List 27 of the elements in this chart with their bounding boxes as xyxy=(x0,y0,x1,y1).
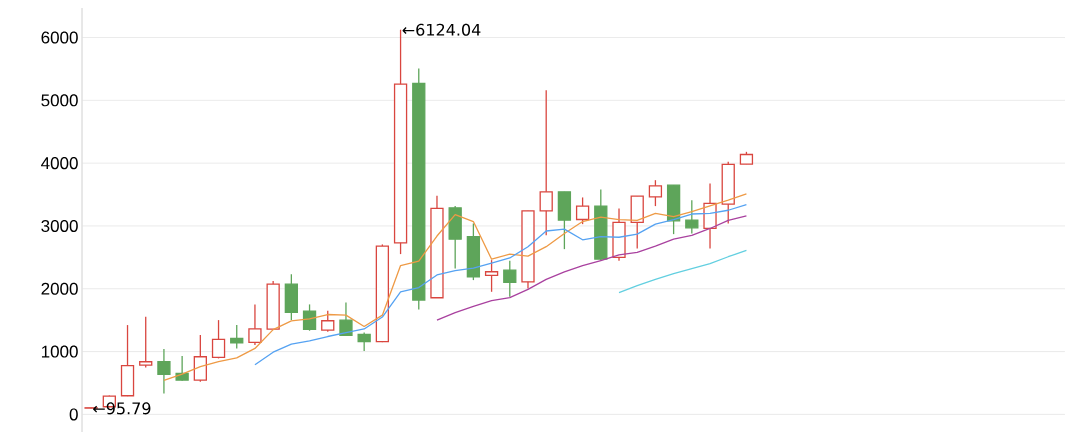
candlestick xyxy=(339,301,353,337)
y-tick-label: 4000 xyxy=(41,157,78,170)
candlestick xyxy=(575,196,590,225)
candlestick xyxy=(685,199,699,235)
candlestick xyxy=(484,259,499,293)
annotation: ←95.79 xyxy=(93,402,151,415)
y-tick-label: 6000 xyxy=(41,31,78,44)
line-series xyxy=(436,215,748,321)
candlestick xyxy=(302,303,317,332)
line-series xyxy=(254,203,748,366)
candlestick xyxy=(321,310,335,333)
candlestick xyxy=(157,348,171,395)
y-tick-label: 5000 xyxy=(41,94,78,107)
candlestick xyxy=(648,179,663,207)
candlestick xyxy=(503,260,517,298)
candlestick xyxy=(539,89,553,236)
annotation: ←6124.04 xyxy=(402,23,481,36)
candlestick xyxy=(248,303,262,346)
line-series xyxy=(618,249,748,294)
y-tick-label: 3000 xyxy=(41,219,78,232)
candlestick xyxy=(139,316,153,369)
candlestick xyxy=(193,334,207,383)
candlestick xyxy=(357,331,371,352)
y-tick-label: 2000 xyxy=(41,282,78,295)
y-tick-label: 0 xyxy=(69,408,78,421)
y-tick-label: 1000 xyxy=(41,345,78,358)
candlestick xyxy=(211,319,226,360)
